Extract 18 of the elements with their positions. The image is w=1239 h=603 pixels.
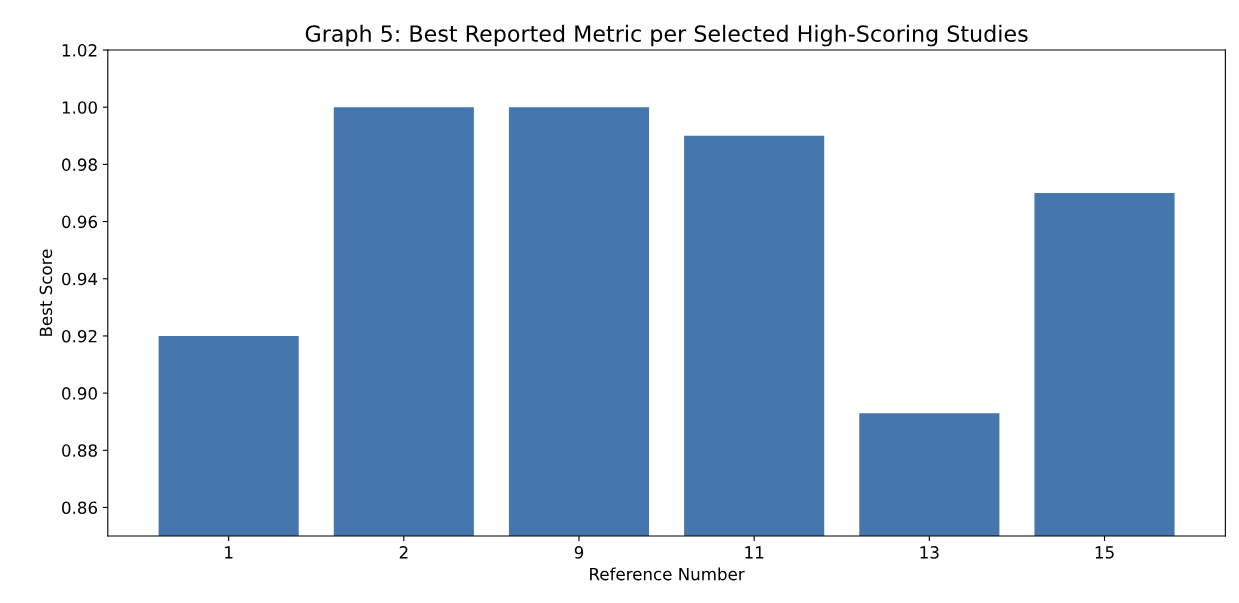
x-tick-label: 13 <box>920 546 939 559</box>
y-tick-label: 1.00 <box>62 101 97 114</box>
y-tick-label: 0.90 <box>62 387 97 400</box>
x-tick-label: 15 <box>1095 546 1114 559</box>
x-axis-title: Reference Number <box>590 567 745 581</box>
x-tick-label: 9 <box>574 546 584 559</box>
y-tick-label: 1.02 <box>62 44 97 57</box>
y-axis-title: Best Score <box>39 249 53 336</box>
x-tick-label: 11 <box>745 546 764 559</box>
y-tick-label: 0.92 <box>62 329 97 343</box>
y-tick-label: 0.88 <box>62 444 97 457</box>
x-tick-label: 2 <box>399 546 408 559</box>
x-tick-label: 1 <box>225 546 233 559</box>
y-tick-label: 0.94 <box>62 272 98 286</box>
y-tick-label: 0.86 <box>62 501 98 515</box>
y-tick-label: 0.96 <box>62 215 98 229</box>
chart-title: Graph 5: Best Reported Metric per Selected High-Scoring Studies <box>305 24 1028 47</box>
y-tick-label: 0.98 <box>62 158 97 171</box>
